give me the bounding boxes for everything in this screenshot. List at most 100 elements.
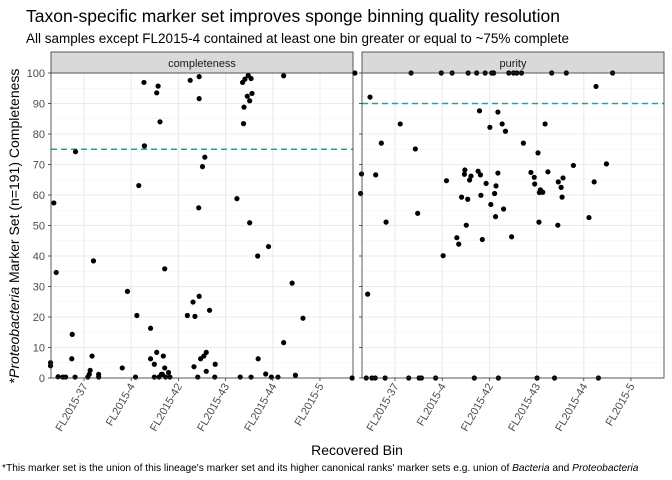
data-point	[249, 90, 255, 97]
data-point	[154, 349, 160, 355]
data-point	[55, 374, 61, 380]
y-tick-label: 100	[27, 68, 45, 80]
data-point	[383, 219, 389, 225]
data-point	[157, 119, 163, 125]
data-point	[531, 174, 537, 180]
data-point	[244, 93, 250, 99]
data-point	[281, 340, 287, 346]
data-point	[466, 177, 473, 183]
data-point	[195, 374, 201, 380]
data-point	[265, 243, 272, 250]
x-tick-label: FL2015-4	[415, 382, 449, 429]
data-point	[196, 74, 202, 80]
data-point	[132, 374, 139, 380]
data-point	[275, 374, 281, 380]
data-point	[96, 371, 102, 377]
data-point	[479, 236, 485, 243]
facet-panels: completeness 0 10 20 30 40 50 60 70 80 90 100 FL2015…	[27, 51, 665, 434]
data-point	[593, 83, 599, 90]
data-point	[247, 220, 253, 226]
y-axis-label-suffix: Marker Set (n=191) Completeness	[6, 69, 22, 287]
data-point	[349, 375, 355, 381]
data-point	[72, 374, 78, 380]
data-point	[292, 372, 299, 378]
data-point	[358, 171, 365, 177]
data-point	[560, 175, 566, 181]
y-tick-label: 50	[33, 221, 45, 233]
data-point	[462, 167, 468, 173]
data-point	[212, 361, 218, 367]
data-point	[454, 235, 460, 241]
data-point	[477, 172, 484, 178]
data-point	[63, 374, 69, 380]
data-point	[187, 77, 193, 83]
x-tick-label: FL2015-44	[242, 382, 279, 434]
x-tick-label: FL2015-43	[506, 382, 543, 434]
data-point	[412, 146, 418, 152]
data-point	[47, 363, 54, 369]
data-point	[487, 124, 493, 130]
y-axis-label-taxon: Proteobacteria	[6, 287, 22, 378]
data-point	[415, 210, 421, 216]
data-point	[212, 374, 218, 380]
data-point	[53, 269, 59, 276]
data-point	[206, 307, 213, 313]
data-point	[478, 192, 484, 198]
x-tick-label: FL2015-42	[459, 382, 496, 434]
data-point	[234, 196, 240, 202]
data-point	[203, 368, 209, 374]
facet-purity: purity FL2015-37 FL2015-4 FL2015-42 FL2015-4…	[349, 51, 665, 434]
data-point	[248, 75, 254, 82]
data-point	[570, 162, 577, 169]
y-axis-label-prefix: *	[6, 377, 22, 383]
data-point	[134, 312, 140, 319]
x-tick-label: FL2015-44	[553, 382, 590, 434]
data-point	[281, 73, 287, 79]
data-point	[458, 194, 465, 200]
y-tick-label: 60	[33, 190, 45, 202]
data-point	[51, 200, 57, 206]
x-tick-label: FL2015-37	[365, 382, 402, 434]
data-point	[202, 154, 208, 160]
data-point	[87, 367, 93, 373]
data-point	[528, 169, 534, 176]
y-tick-label: 80	[33, 129, 45, 141]
data-point	[540, 189, 546, 195]
y-tick-label: 0	[39, 373, 45, 385]
facet-completeness: completeness 0 10 20 30 40 50 60 70 80 90 100 FL2015…	[27, 51, 354, 434]
facet-strip-label: purity	[500, 58, 527, 70]
data-point	[440, 253, 446, 259]
data-point	[247, 98, 253, 104]
data-point	[141, 143, 148, 149]
data-point	[184, 312, 190, 319]
data-point	[240, 121, 247, 127]
data-point	[461, 171, 467, 177]
data-point	[192, 313, 198, 319]
x-tick-label: FL2015-42	[148, 382, 185, 434]
data-point	[591, 179, 597, 185]
data-point	[367, 94, 373, 100]
data-point	[535, 150, 541, 156]
data-point	[241, 104, 247, 110]
data-point	[136, 182, 142, 189]
caption: *This marker set is the union of this li…	[2, 463, 639, 474]
data-point	[147, 356, 154, 362]
data-point	[203, 349, 209, 355]
y-tick-label: 30	[33, 282, 45, 294]
facet-strip-label: completeness	[168, 58, 236, 70]
x-tick-label: FL2015-4	[104, 382, 138, 429]
data-point	[491, 190, 498, 197]
data-point	[456, 241, 462, 247]
data-point	[119, 365, 125, 371]
data-point	[300, 315, 306, 321]
y-tick-label: 20	[33, 312, 45, 324]
data-point	[495, 109, 501, 115]
data-point	[162, 365, 168, 371]
data-point	[89, 353, 95, 359]
data-point	[165, 369, 172, 376]
data-point	[558, 184, 564, 190]
y-tick-label: 10	[33, 343, 45, 355]
data-point	[147, 325, 154, 331]
data-point	[141, 79, 147, 86]
